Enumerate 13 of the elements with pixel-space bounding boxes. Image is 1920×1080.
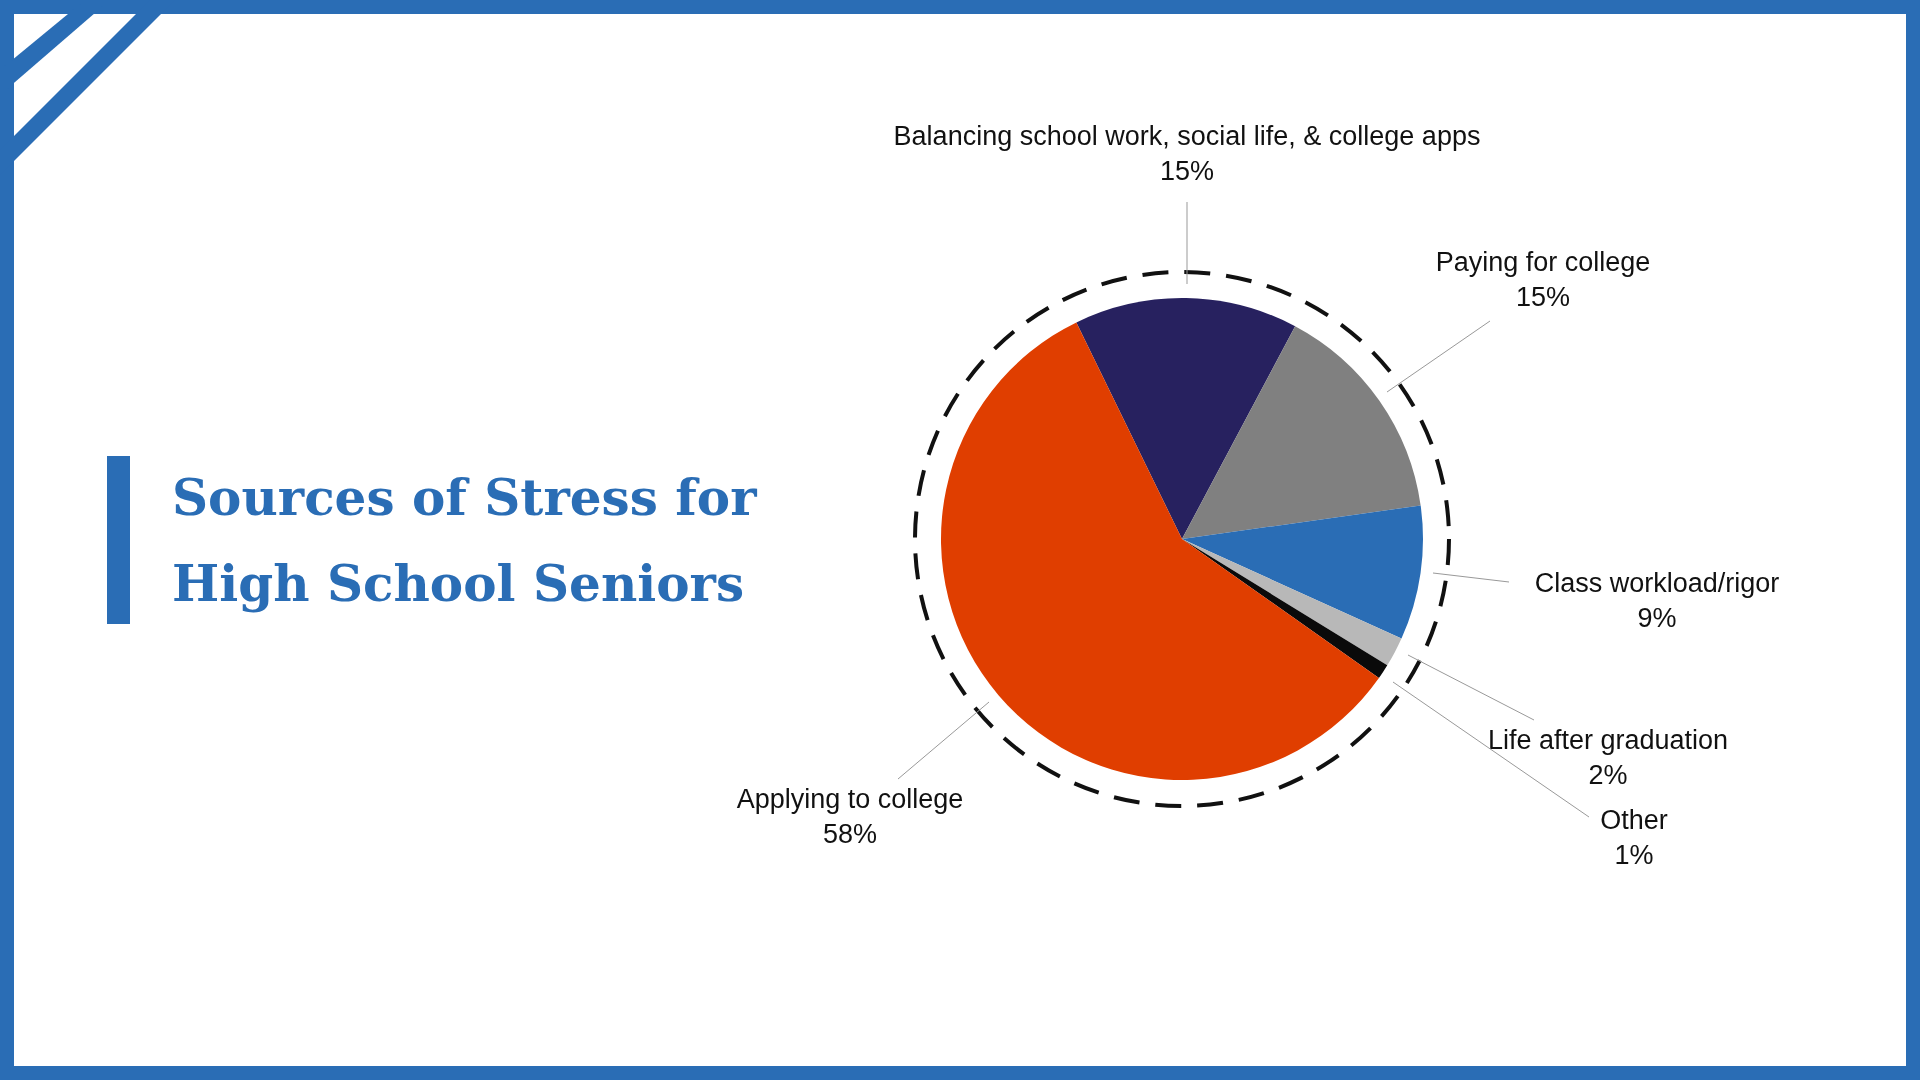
text: Sources of Stress for High School Seniors	[172, 467, 758, 615]
slice-label: Balancing school work, social life, & college apps	[893, 121, 1481, 152]
data-label: 2%	[1588, 760, 1628, 791]
slice-label: Life after graduation	[1487, 725, 1729, 756]
data-label: 15%	[1515, 282, 1571, 313]
data-label: 58%	[822, 819, 878, 850]
data-label: 15%	[1159, 156, 1215, 187]
slice-label: Applying to college	[736, 784, 964, 815]
slice-label: Other	[1600, 805, 1668, 836]
slice-label: Paying for college	[1435, 247, 1651, 278]
data-label: 1%	[1614, 840, 1654, 871]
slice-label: Class workload/rigor	[1534, 568, 1780, 599]
data-label: 9%	[1637, 603, 1677, 634]
